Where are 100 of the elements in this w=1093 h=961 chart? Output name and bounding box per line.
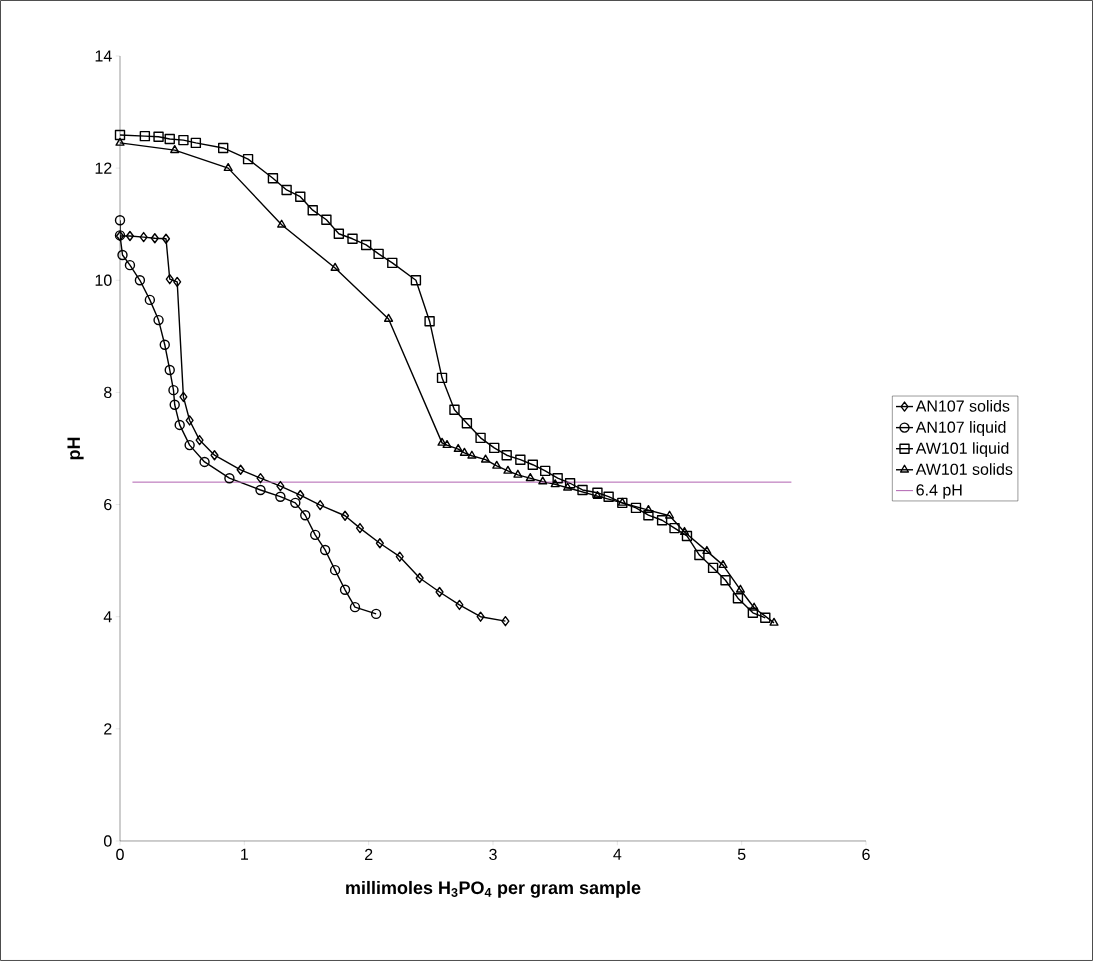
legend-label: AN107 solids <box>915 400 1010 412</box>
point <box>195 434 204 446</box>
point <box>720 575 731 586</box>
point <box>718 559 728 569</box>
point <box>319 544 331 556</box>
point <box>125 230 135 242</box>
point <box>347 233 358 244</box>
x-tick-label: 6 <box>862 848 870 861</box>
point <box>144 294 156 306</box>
y-tick-label: 6 <box>104 498 112 511</box>
point <box>669 522 680 534</box>
point <box>643 510 654 521</box>
point <box>656 515 668 526</box>
point <box>190 137 202 149</box>
point <box>355 522 365 534</box>
point <box>296 489 305 501</box>
point <box>316 499 325 511</box>
point <box>139 231 148 243</box>
point <box>527 459 538 470</box>
point <box>276 480 285 492</box>
point <box>630 502 642 514</box>
point <box>185 415 194 426</box>
point <box>461 418 473 429</box>
point <box>564 478 576 489</box>
point <box>679 526 690 535</box>
point <box>310 529 321 541</box>
y-axis-title: pH <box>67 437 84 460</box>
point <box>732 592 744 604</box>
point <box>387 257 398 269</box>
point <box>453 443 463 452</box>
point <box>124 259 136 271</box>
point <box>563 482 573 491</box>
x-tick-label: 5 <box>737 848 746 860</box>
point <box>164 364 175 376</box>
point <box>459 447 470 456</box>
point <box>329 564 341 576</box>
point <box>179 391 188 403</box>
point <box>218 142 229 154</box>
legend-label: AN107 liquid <box>915 421 1006 436</box>
point <box>178 134 189 146</box>
point <box>159 339 170 350</box>
point <box>455 599 464 611</box>
point <box>410 275 422 286</box>
point <box>424 316 435 327</box>
point <box>373 248 384 260</box>
point <box>449 404 460 415</box>
point <box>295 191 306 202</box>
y-tick-label: 4 <box>103 611 112 623</box>
point <box>255 484 266 496</box>
point <box>492 460 502 469</box>
point <box>321 214 332 225</box>
y-tick-label: 0 <box>103 835 112 847</box>
point <box>747 607 759 618</box>
point <box>525 473 535 482</box>
point <box>114 215 126 226</box>
x-axis-title: millimoles H$_{3}$PO$_{4}$ per gram sample <box>346 880 641 898</box>
point <box>476 611 485 622</box>
point <box>173 276 182 288</box>
point <box>501 615 510 627</box>
point <box>694 549 705 561</box>
legend-label: 6.4 pH <box>916 484 962 499</box>
point <box>153 314 164 326</box>
legend-label: AW101 liquid <box>915 442 1009 458</box>
point <box>114 129 126 141</box>
point <box>169 399 180 410</box>
point <box>702 545 712 555</box>
point <box>236 464 245 475</box>
y-tick-label: 8 <box>104 386 112 399</box>
point <box>681 530 693 542</box>
point <box>117 249 128 261</box>
point <box>664 510 675 519</box>
point <box>360 239 372 251</box>
point <box>515 454 526 465</box>
point <box>503 465 513 474</box>
x-tick-label: 0 <box>116 848 124 861</box>
x-tick-label: 3 <box>489 848 497 861</box>
point <box>475 432 486 444</box>
point <box>168 384 179 396</box>
point <box>300 510 311 521</box>
point <box>489 442 500 454</box>
point <box>435 586 444 598</box>
point <box>383 313 394 322</box>
legend-label: AW101 solids <box>915 463 1013 475</box>
point <box>501 450 512 461</box>
point <box>603 491 614 502</box>
point <box>707 562 719 574</box>
point <box>134 275 146 286</box>
point <box>139 130 151 142</box>
point <box>349 601 361 613</box>
point <box>467 450 477 459</box>
point <box>267 173 279 184</box>
point <box>277 219 287 228</box>
point <box>577 484 588 496</box>
point <box>165 273 174 285</box>
point <box>184 439 195 451</box>
point <box>242 153 254 165</box>
point <box>442 439 452 449</box>
point <box>164 133 175 145</box>
point <box>307 204 318 216</box>
point <box>769 617 779 626</box>
